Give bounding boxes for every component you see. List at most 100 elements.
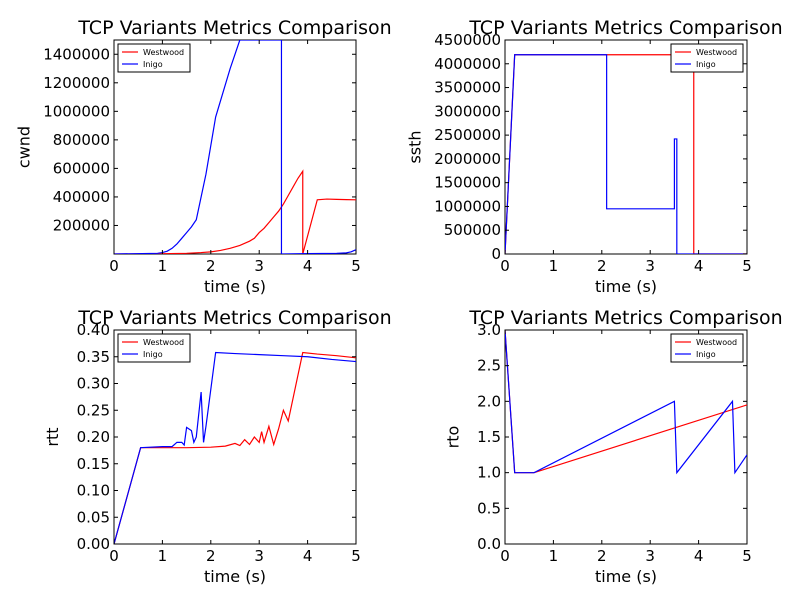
series-line-inigo (114, 40, 356, 254)
chart-title: TCP Variants Metrics Comparison (468, 17, 782, 39)
legend: Westwood Inigo (117, 333, 191, 363)
chart-title: TCP Variants Metrics Comparison (77, 17, 391, 39)
y-tick-label: 3000000 (434, 102, 501, 120)
y-axis-label: rtt (43, 427, 62, 446)
x-tick-label: 0 (500, 257, 510, 275)
legend-box (117, 333, 191, 363)
x-axis-label: time (s) (204, 567, 266, 586)
y-tick-label: 0.10 (77, 482, 110, 500)
y-tick-label: 0.35 (77, 348, 110, 366)
axes-frame (113, 329, 357, 545)
x-tick-label: 3 (254, 257, 264, 275)
legend-box (117, 43, 191, 73)
x-tick-label: 4 (694, 257, 704, 275)
legend-box (670, 333, 744, 363)
y-tick-label: 0.25 (77, 401, 110, 419)
legend-label-westwood: Westwood (143, 338, 184, 347)
y-tick-label: 400000 (53, 188, 110, 206)
y-axis-label: rto (444, 426, 463, 449)
x-tick-label: 1 (158, 257, 168, 275)
y-axis-label: cwnd (15, 126, 34, 168)
series-line-westwood (114, 351, 356, 544)
y-tick-label: 3500000 (434, 79, 501, 97)
x-axis-label: time (s) (595, 277, 657, 296)
x-tick-label: 3 (645, 257, 655, 275)
legend: Westwood Inigo (670, 43, 744, 73)
x-tick-label: 5 (351, 547, 361, 565)
legend-label-inigo: Inigo (143, 350, 163, 359)
x-tick-label: 5 (742, 547, 752, 565)
y-tick-label: 2.5 (477, 357, 501, 375)
x-tick-label: 5 (351, 257, 361, 275)
legend: Westwood Inigo (117, 43, 191, 73)
axes-frame (504, 39, 748, 255)
y-tick-label: 0.05 (77, 508, 110, 526)
y-tick-label: 4500000 (434, 31, 501, 49)
y-tick-label: 0.40 (77, 321, 110, 339)
y-tick-label: 2.0 (477, 392, 501, 410)
y-tick-label: 2500000 (434, 126, 501, 144)
y-tick-label: 0 (491, 245, 501, 263)
series-line-inigo (505, 330, 747, 475)
y-tick-label: 1000000 (43, 102, 110, 120)
y-tick-label: 500000 (444, 221, 501, 239)
series-line-inigo (505, 54, 747, 254)
y-tick-label: 0.30 (77, 375, 110, 393)
y-tick-label: 1.0 (477, 464, 501, 482)
x-tick-label: 4 (303, 547, 313, 565)
x-tick-label: 0 (500, 547, 510, 565)
y-tick-label: 1400000 (43, 45, 110, 63)
x-tick-label: 2 (597, 257, 607, 275)
axes-frame (113, 39, 357, 255)
subplot-ssth: 0 1 2 3 4 5 0 500000 1000000 1500000 2000000 250000… (406, 17, 783, 296)
y-tick-label: 4000000 (434, 55, 501, 73)
y-tick-label: 1000000 (434, 197, 501, 215)
x-tick-label: 0 (109, 547, 119, 565)
series-line-inigo (114, 351, 356, 544)
chart-title: TCP Variants Metrics Comparison (468, 307, 782, 329)
legend-label-inigo: Inigo (696, 60, 716, 69)
y-tick-label: 1200000 (43, 74, 110, 92)
y-tick-label: 0.15 (77, 455, 110, 473)
y-tick-label: 600000 (53, 159, 110, 177)
x-axis-label: time (s) (204, 277, 266, 296)
subplot-rtt: 0 1 2 3 4 5 0.00 0.05 0.10 0.15 0.20 0.25 0.30 0.35 0.… (43, 307, 392, 586)
x-tick-label: 0 (109, 257, 119, 275)
axes-frame (504, 329, 748, 545)
series-line-westwood (114, 169, 356, 254)
legend-label-inigo: Inigo (696, 350, 716, 359)
x-tick-label: 1 (158, 547, 168, 565)
y-tick-label: 1500000 (434, 174, 501, 192)
x-axis-label: time (s) (595, 567, 657, 586)
x-tick-label: 4 (694, 547, 704, 565)
x-tick-label: 3 (645, 547, 655, 565)
subplot-cwnd: 0 1 2 3 4 5 200000 400000 600000 800000 1000000 120… (15, 17, 392, 296)
x-tick-label: 2 (206, 257, 216, 275)
x-tick-label: 1 (549, 257, 559, 275)
x-tick-label: 2 (206, 547, 216, 565)
legend-label-inigo: Inigo (143, 60, 163, 69)
legend: Westwood Inigo (670, 333, 744, 363)
y-tick-label: 0.20 (77, 428, 110, 446)
chart-title: TCP Variants Metrics Comparison (77, 307, 391, 329)
y-tick-label: 0.5 (477, 499, 501, 517)
legend-box (670, 43, 744, 73)
y-tick-label: 200000 (53, 216, 110, 234)
y-tick-label: 800000 (53, 131, 110, 149)
y-tick-label: 1.5 (477, 428, 501, 446)
legend-label-westwood: Westwood (143, 48, 184, 57)
x-tick-label: 3 (254, 547, 264, 565)
legend-label-westwood: Westwood (696, 338, 737, 347)
y-tick-label: 3.0 (477, 321, 501, 339)
x-tick-label: 2 (597, 547, 607, 565)
y-axis-label: ssth (406, 130, 425, 163)
y-tick-label: 0.00 (77, 535, 110, 553)
y-tick-label: 0.0 (477, 535, 501, 553)
x-tick-label: 4 (303, 257, 313, 275)
x-tick-label: 5 (742, 257, 752, 275)
x-tick-label: 1 (549, 547, 559, 565)
y-tick-label: 2000000 (434, 150, 501, 168)
legend-label-westwood: Westwood (696, 48, 737, 57)
